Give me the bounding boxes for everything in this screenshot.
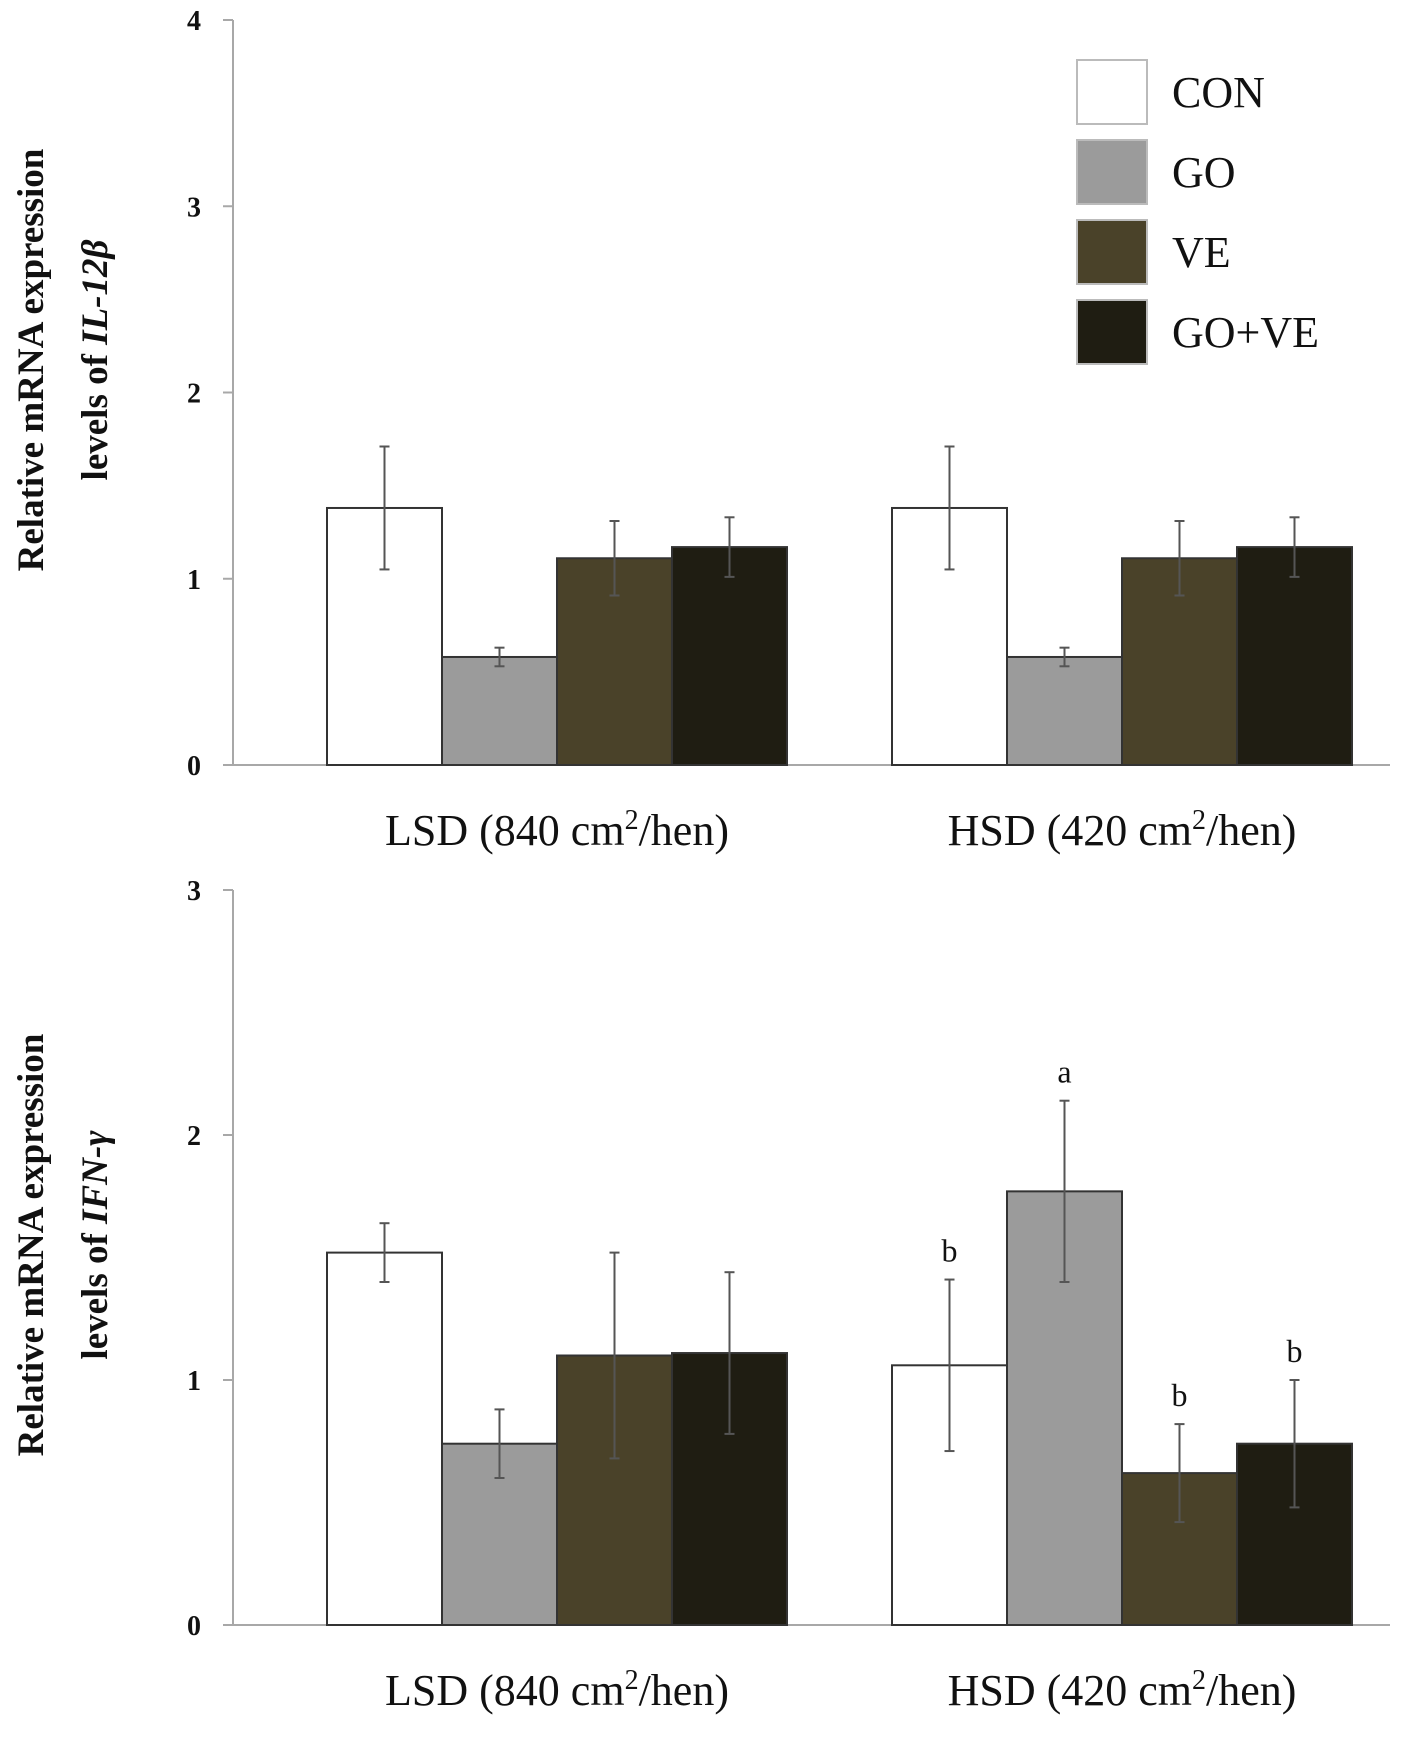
y-tick-label: 3	[187, 192, 201, 223]
y-tick-label: 1	[187, 565, 201, 596]
y-axis-label: Relative mRNA expression levels of IL-12β	[11, 148, 116, 571]
legend: CON GO VE GO+VE	[1076, 59, 1319, 365]
significance-label: b	[942, 1233, 958, 1269]
bar	[1236, 546, 1353, 767]
y-tick-label: 2	[187, 379, 201, 410]
legend-label: CON	[1172, 68, 1265, 117]
significance-label: b	[1287, 1333, 1303, 1369]
legend-label: GO	[1172, 148, 1236, 197]
chart-il12b: 0 1 2 3 4 LSD (840 cm2/hen) HSD (420 cm2/hen) R…	[11, 6, 1390, 855]
y-axis-label: Relative mRNA expression levels of IFN-γ	[11, 1033, 116, 1456]
legend-label: GO+VE	[1172, 308, 1319, 357]
bar	[1006, 655, 1123, 766]
category-label: LSD (840 cm2/hen)	[385, 805, 729, 855]
y-axis-label-line2: levels of IFN-γ	[75, 1130, 116, 1360]
y-tick-label: 0	[187, 751, 201, 782]
legend-swatch	[1076, 299, 1148, 365]
bar	[326, 1251, 443, 1626]
bar	[441, 655, 558, 766]
category-label: LSD (840 cm2/hen)	[385, 1665, 729, 1715]
y-tick-label: 3	[187, 876, 201, 907]
legend-swatch	[1076, 139, 1148, 205]
bar	[671, 546, 788, 767]
y-axis-label-line1: Relative mRNA expression	[11, 148, 52, 571]
legend-swatch	[1076, 59, 1148, 125]
category-label: HSD (420 cm2/hen)	[948, 805, 1297, 855]
y-tick-label: 1	[187, 1366, 201, 1397]
significance-label: a	[1057, 1054, 1071, 1090]
legend-swatch	[1076, 219, 1148, 285]
y-tick-label: 2	[187, 1121, 201, 1152]
y-tick-label: 4	[187, 6, 201, 37]
y-tick-label: 0	[187, 1611, 201, 1642]
chart-ifng: 0 1 2 3 b a b b LSD (840 cm2/hen) HSD (420 cm2/he…	[11, 876, 1390, 1715]
y-axis-label-line1: Relative mRNA expression	[11, 1033, 52, 1456]
y-axis-label-line2: levels of IL-12β	[75, 240, 116, 481]
legend-label: VE	[1172, 228, 1231, 277]
significance-label: b	[1172, 1377, 1188, 1413]
category-label: HSD (420 cm2/hen)	[948, 1665, 1297, 1715]
